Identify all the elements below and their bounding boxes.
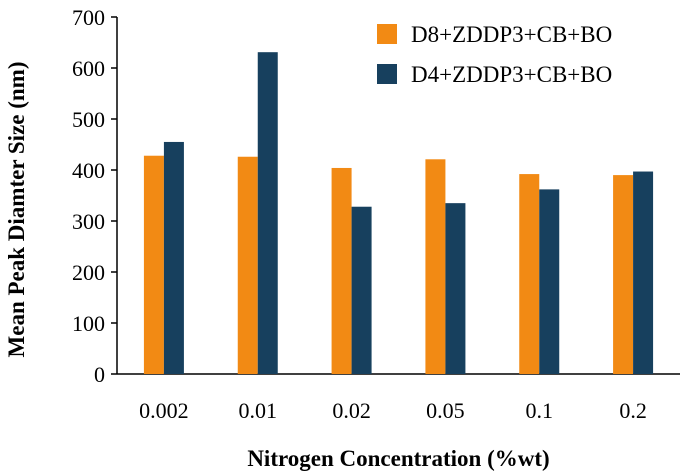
y-axis-title: Mean Peak Diamter Size (nm) — [4, 62, 29, 358]
legend: D8+ZDDP3+CB+BO D4+ZDDP3+CB+BO — [377, 22, 612, 87]
bar-series1-0.2 — [613, 175, 634, 374]
y-tick-label: 200 — [72, 260, 105, 285]
bar-series2-0.01 — [257, 52, 278, 374]
y-tick-label: 500 — [72, 107, 105, 132]
bar-series2-0.1 — [539, 189, 560, 374]
bar-series2-0.02 — [351, 206, 372, 374]
x-tick-label: 0.1 — [526, 398, 554, 423]
y-axis: 0 100 200 300 400 500 600 700 — [72, 5, 118, 387]
x-tick-label: 0.01 — [239, 398, 278, 423]
bar-series2-0.2 — [633, 171, 654, 374]
x-axis: 0.002 0.01 0.02 0.05 0.1 0.2 — [117, 373, 680, 423]
bar-series1-0.1 — [519, 174, 540, 374]
legend-swatch-series1 — [377, 24, 397, 44]
y-tick-label: 400 — [72, 158, 105, 183]
legend-swatch-series2 — [377, 64, 397, 84]
y-tick-label: 100 — [72, 311, 105, 336]
x-tick-label: 0.2 — [619, 398, 647, 423]
legend-label-series2: D4+ZDDP3+CB+BO — [411, 62, 612, 87]
bar-series1-0.01 — [237, 156, 258, 374]
x-tick-label: 0.002 — [139, 398, 189, 423]
bars — [143, 52, 654, 374]
bar-series2-0.002 — [163, 141, 184, 374]
y-tick-label: 300 — [72, 209, 105, 234]
y-tick-label: 600 — [72, 56, 105, 81]
bar-series2-0.05 — [445, 203, 466, 374]
x-tick-label: 0.02 — [332, 398, 371, 423]
x-axis-title: Nitrogen Concentration (%wt) — [247, 446, 549, 471]
legend-label-series1: D8+ZDDP3+CB+BO — [411, 22, 612, 47]
y-tick-label: 0 — [94, 362, 105, 387]
y-tick-label: 700 — [72, 5, 105, 30]
x-tick-label: 0.05 — [426, 398, 465, 423]
bar-series1-0.002 — [143, 155, 164, 374]
bar-series1-0.05 — [425, 159, 446, 374]
bar-series1-0.02 — [331, 167, 352, 374]
